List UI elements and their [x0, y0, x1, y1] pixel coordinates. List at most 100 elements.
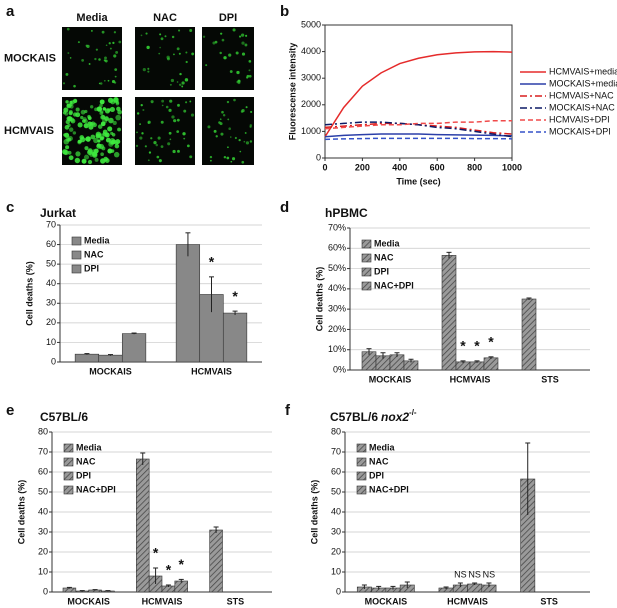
cell-dot [156, 155, 160, 159]
cell-dot [169, 99, 173, 103]
y-tick-label: 30 [331, 526, 341, 536]
cell-dot [190, 113, 195, 117]
column-header: Media [76, 12, 108, 24]
cell-dot [189, 29, 193, 32]
annotation: * [232, 288, 238, 304]
cell-dot [104, 59, 108, 63]
micrograph [62, 96, 122, 165]
cell-dot [87, 114, 91, 119]
x-tick-label: MOCKAIS [67, 596, 110, 606]
panel-label: d [280, 199, 289, 216]
y-axis-label: Fluorescense intensity [287, 43, 297, 141]
cell-dot [241, 160, 245, 164]
y-tick-label: 50 [46, 259, 56, 269]
cell-dot [209, 155, 213, 159]
cell-dot [186, 144, 190, 148]
cell-dot [155, 143, 158, 147]
cell-dot [99, 103, 103, 108]
cell-dot [81, 59, 84, 62]
bar [98, 354, 123, 363]
legend-label: MOCKAIS+NAC [549, 102, 615, 112]
cell-dot [107, 126, 113, 132]
cell-dot [62, 82, 66, 85]
cell-dot [94, 57, 97, 61]
y-tick-label: 4000 [301, 46, 321, 56]
cell-dot [97, 124, 103, 129]
cell-dot [109, 47, 112, 50]
micrograph [135, 27, 195, 90]
bar [74, 353, 100, 363]
cell-dot [110, 131, 114, 136]
cell-dot [227, 146, 229, 149]
cell-dot [250, 110, 253, 113]
cell-dot [113, 54, 117, 58]
cell-dot [99, 136, 104, 141]
y-tick-label: 80 [331, 426, 341, 436]
micrograph-bg [202, 97, 254, 165]
legend-label: NAC [369, 456, 389, 466]
cell-dot [220, 32, 223, 35]
cell-dot [114, 68, 118, 72]
cell-dot [66, 27, 70, 31]
bar [441, 255, 457, 371]
cell-dot [99, 99, 105, 105]
cell-dot [112, 41, 115, 45]
cell-dot [147, 120, 151, 124]
line [324, 133, 513, 138]
legend-swatch [356, 485, 367, 495]
cell-dot [140, 34, 143, 37]
cell-dot [185, 60, 188, 64]
cell-dot [182, 132, 186, 136]
annotation: * [474, 338, 480, 354]
bar [121, 333, 147, 363]
cell-dot [114, 143, 120, 149]
cell-dot [102, 118, 108, 124]
cell-dot [159, 33, 162, 36]
chart-title: Jurkat [40, 206, 76, 220]
y-tick-label: 20 [38, 546, 48, 556]
chart-title: hPBMC [325, 206, 368, 220]
y-tick-label: 70 [46, 219, 56, 229]
bar [521, 298, 537, 371]
legend-swatch [356, 471, 367, 481]
cell-dot [115, 114, 121, 121]
y-tick-label: 50 [38, 486, 48, 496]
cell-dot [171, 115, 175, 119]
legend-swatch [361, 281, 372, 291]
cell-dot [166, 55, 170, 60]
legend-swatch [361, 239, 372, 249]
x-tick-label: 400 [392, 162, 407, 172]
legend-label: NAC+DPI [76, 484, 116, 494]
bar [174, 580, 188, 593]
cell-dot [232, 157, 236, 161]
legend-label: Media [76, 442, 103, 452]
bar [455, 361, 471, 371]
y-tick-label: 0 [43, 586, 48, 596]
cell-dot [173, 53, 175, 56]
cell-dot [84, 137, 89, 141]
cell-dot [147, 70, 150, 73]
annotation: * [179, 556, 185, 572]
cell-dot [104, 132, 110, 138]
cell-dot [246, 76, 249, 79]
legend-swatch [63, 485, 74, 495]
y-tick-label: 20% [328, 324, 346, 334]
micrograph-bg [62, 27, 122, 90]
legend-label: HCMVAIS+media [549, 66, 617, 76]
cell-dot [223, 155, 227, 159]
cell-dot [202, 35, 206, 38]
cell-dot [87, 159, 93, 165]
cell-dot [88, 63, 91, 65]
cell-dot [85, 44, 88, 47]
cell-dot [146, 45, 150, 50]
legend-label: DPI [374, 266, 389, 276]
cell-dot [113, 151, 120, 158]
cell-dot [222, 113, 226, 117]
cell-dot [68, 111, 73, 116]
y-tick-label: 0 [336, 586, 341, 596]
cell-dot [97, 139, 101, 143]
annotation: NS [468, 569, 481, 579]
cell-dot [100, 152, 104, 157]
cell-dot [160, 37, 164, 41]
y-tick-label: 40 [38, 506, 48, 516]
